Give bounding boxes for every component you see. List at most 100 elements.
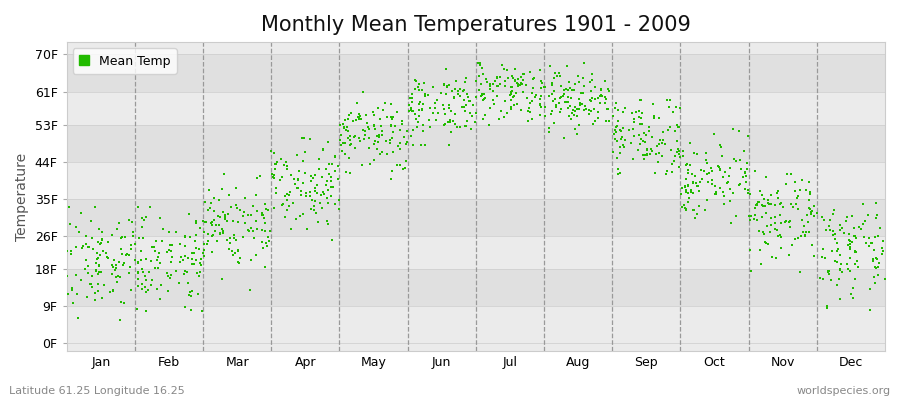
Point <box>671 164 686 170</box>
Point <box>560 63 574 70</box>
Point <box>404 107 419 114</box>
Point <box>438 111 453 118</box>
Point <box>320 178 334 184</box>
Point <box>869 265 884 271</box>
Point <box>876 248 890 254</box>
Point <box>748 212 762 218</box>
Point <box>331 176 346 182</box>
Point <box>362 145 376 151</box>
Point <box>206 217 220 224</box>
Point <box>636 152 651 158</box>
Point <box>442 104 456 111</box>
Point <box>585 95 599 101</box>
Point <box>818 254 832 261</box>
Point <box>230 259 245 265</box>
Point <box>471 60 485 66</box>
Point <box>328 152 342 159</box>
Point <box>366 122 381 128</box>
Point <box>195 308 210 314</box>
Point <box>409 78 423 84</box>
Point <box>261 234 275 240</box>
Point <box>525 90 539 96</box>
Point <box>507 102 521 108</box>
Point <box>440 83 454 89</box>
Point <box>436 80 451 87</box>
Point <box>644 134 659 140</box>
Point <box>790 206 805 212</box>
Point <box>664 169 679 175</box>
Point <box>733 157 747 164</box>
Point <box>519 95 534 102</box>
Point <box>634 109 649 116</box>
Point <box>393 127 408 133</box>
Point <box>421 92 436 98</box>
Point <box>253 173 267 179</box>
Point <box>450 124 464 130</box>
Point <box>708 189 723 195</box>
Point <box>640 146 654 152</box>
Point <box>280 197 294 204</box>
Point <box>625 140 639 146</box>
Point <box>498 78 512 84</box>
Point <box>331 197 346 203</box>
Point <box>300 225 314 232</box>
Point <box>428 100 442 107</box>
Point <box>258 200 273 207</box>
Point <box>561 99 575 106</box>
Point <box>289 152 303 158</box>
Point <box>656 129 670 135</box>
Point <box>868 234 882 240</box>
Point <box>137 217 151 224</box>
Point <box>227 234 241 241</box>
Point <box>134 257 148 263</box>
Point <box>172 280 186 286</box>
Point <box>815 276 830 282</box>
Point <box>759 238 773 245</box>
Point <box>307 206 321 213</box>
Point <box>350 114 365 121</box>
Point <box>270 158 284 165</box>
Point <box>231 260 246 266</box>
Point <box>112 316 127 323</box>
Point <box>784 242 798 248</box>
Point <box>608 126 623 133</box>
Point <box>250 226 265 232</box>
Text: Latitude 61.25 Longitude 16.25: Latitude 61.25 Longitude 16.25 <box>9 386 184 396</box>
Point <box>131 260 146 266</box>
Point <box>700 179 715 185</box>
Point <box>370 105 384 112</box>
Point <box>230 248 245 254</box>
Point <box>275 174 290 180</box>
Point <box>368 138 382 144</box>
Point <box>609 138 624 144</box>
Point <box>759 173 773 180</box>
Point <box>284 226 299 232</box>
Point <box>346 134 361 140</box>
Point <box>618 105 633 112</box>
Point <box>810 210 824 216</box>
Point <box>478 112 492 118</box>
Point <box>714 142 728 148</box>
Point <box>286 176 301 182</box>
Point <box>478 95 492 102</box>
Point <box>664 146 679 153</box>
Point <box>830 240 844 246</box>
Point <box>504 89 518 95</box>
Point <box>130 204 145 210</box>
Point <box>78 233 93 239</box>
Point <box>95 237 110 244</box>
Point <box>748 205 762 212</box>
Point <box>850 264 865 270</box>
Point <box>256 214 271 221</box>
Point <box>442 102 456 108</box>
Point <box>101 255 115 262</box>
Point <box>514 74 528 81</box>
Point <box>750 201 764 208</box>
Point <box>282 192 296 198</box>
Point <box>152 260 166 267</box>
Point <box>795 217 809 223</box>
Point <box>547 120 562 126</box>
Point <box>752 246 767 253</box>
Point <box>129 257 143 264</box>
Point <box>723 198 737 204</box>
